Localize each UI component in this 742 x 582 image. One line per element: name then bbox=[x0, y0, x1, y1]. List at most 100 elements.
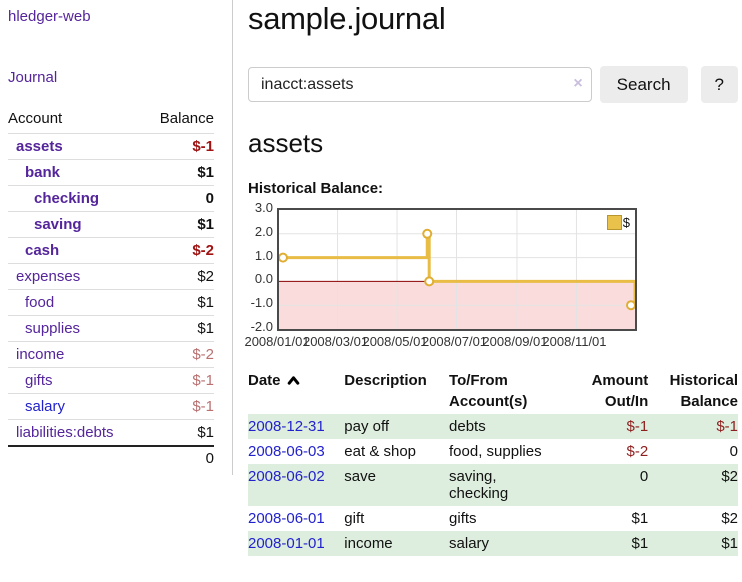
sort-ascending-icon bbox=[287, 373, 300, 390]
x-axis-tick-label: 2008/03/01 bbox=[302, 334, 369, 349]
account-link[interactable]: supplies bbox=[25, 320, 81, 337]
data-point-marker bbox=[422, 228, 433, 239]
account-link[interactable]: salary bbox=[25, 398, 66, 415]
account-link[interactable]: bank bbox=[25, 164, 61, 181]
chart-canvas bbox=[279, 210, 635, 329]
search-input-wrap: × bbox=[248, 67, 592, 102]
account-link[interactable]: assets bbox=[16, 138, 63, 155]
transaction-date-link[interactable]: 2008-12-31 bbox=[248, 418, 325, 435]
account-link[interactable]: liabilities:debts bbox=[16, 424, 114, 441]
account-row: checking 0 bbox=[8, 185, 214, 212]
accounts-total-value: 0 bbox=[144, 445, 214, 469]
transaction-amount: $-2 bbox=[626, 443, 649, 460]
register-row: 2008-06-03 eat & shop food, supplies $-2 0 bbox=[248, 439, 738, 464]
account-row: food $1 bbox=[8, 289, 214, 316]
account-link[interactable]: gifts bbox=[25, 372, 53, 389]
account-balance: $1 bbox=[144, 419, 214, 446]
account-balance: $1 bbox=[144, 159, 214, 186]
brand-link[interactable]: hledger-web bbox=[8, 8, 91, 25]
transaction-description: gift bbox=[344, 510, 365, 527]
transaction-date-link[interactable]: 2008-01-01 bbox=[248, 535, 325, 552]
account-balance: $-2 bbox=[144, 237, 214, 264]
account-balance: $-1 bbox=[192, 138, 214, 155]
search-input[interactable] bbox=[248, 67, 592, 102]
account-row: gifts $-1 bbox=[8, 367, 214, 394]
chart-plot-area: $ bbox=[277, 208, 637, 331]
account-row: saving $1 bbox=[8, 211, 214, 238]
transaction-date-link[interactable]: 2008-06-01 bbox=[248, 510, 325, 527]
account-row: expenses $2 bbox=[8, 263, 214, 290]
account-row: supplies $1 bbox=[8, 315, 214, 342]
transaction-amount: 0 bbox=[639, 468, 649, 485]
chart-title: Historical Balance: bbox=[248, 180, 384, 197]
data-point-marker bbox=[424, 276, 435, 287]
transaction-balance: $-1 bbox=[716, 418, 738, 435]
data-point-marker bbox=[626, 300, 635, 311]
account-row: cash $-2 bbox=[8, 237, 214, 264]
account-link[interactable]: saving bbox=[34, 216, 82, 233]
page-title: sample.journal bbox=[248, 1, 446, 36]
transaction-description: pay off bbox=[344, 418, 390, 435]
transaction-amount: $-1 bbox=[626, 418, 649, 435]
sidebar: hledger-web Journal Account Balance asse… bbox=[0, 0, 233, 475]
account-link[interactable]: expenses bbox=[16, 268, 81, 285]
account-balance: $1 bbox=[144, 315, 214, 342]
search-bar: × Search ? bbox=[248, 66, 738, 103]
accounts-col-account: Account bbox=[8, 110, 145, 134]
transaction-accounts: saving, checking bbox=[449, 468, 509, 502]
account-balance: $-1 bbox=[144, 393, 214, 420]
transaction-balance: $1 bbox=[721, 535, 738, 552]
transaction-date-link[interactable]: 2008-06-02 bbox=[248, 468, 325, 485]
transaction-accounts: debts bbox=[449, 418, 486, 435]
register-row: 2008-06-02 save saving, checking 0 $2 bbox=[248, 464, 738, 506]
y-axis-tick-label: 2.0 bbox=[254, 223, 273, 239]
register-col-amount[interactable]: Amount Out/In bbox=[591, 372, 649, 410]
account-balance: $-1 bbox=[144, 367, 214, 394]
register-table: Date Description To/From Account(s) Amou… bbox=[248, 368, 738, 556]
account-balance: $1 bbox=[144, 211, 214, 238]
register-row: 2008-12-31 pay off debts $-1 $-1 bbox=[248, 414, 738, 439]
transaction-description: income bbox=[344, 535, 393, 552]
help-button[interactable]: ? bbox=[700, 66, 738, 103]
register-col-balance[interactable]: Historical Balance bbox=[669, 372, 738, 410]
account-balance: 0 bbox=[144, 185, 214, 212]
transaction-accounts: food, supplies bbox=[449, 443, 542, 460]
y-axis-tick-label: 1.0 bbox=[254, 247, 273, 263]
account-link[interactable]: cash bbox=[25, 242, 60, 259]
y-axis-tick-label: 0.0 bbox=[254, 271, 273, 287]
account-link[interactable]: income bbox=[16, 346, 65, 363]
x-axis-tick-label: 2008/01/01 bbox=[244, 334, 310, 349]
register-col-date[interactable]: Date bbox=[248, 368, 344, 414]
account-link[interactable]: checking bbox=[34, 190, 100, 207]
y-axis-tick-label: -2.0 bbox=[250, 319, 273, 334]
account-balance: $2 bbox=[144, 263, 214, 290]
transaction-description: eat & shop bbox=[344, 443, 417, 460]
transaction-date-link[interactable]: 2008-06-03 bbox=[248, 443, 325, 460]
data-point-marker bbox=[279, 252, 288, 263]
legend-label: $ bbox=[622, 215, 630, 230]
clear-search-icon[interactable]: × bbox=[573, 75, 583, 92]
search-button[interactable]: Search bbox=[599, 66, 688, 103]
sidebar-item-journal[interactable]: Journal bbox=[8, 69, 58, 86]
register-row: 2008-01-01 income salary $1 $1 bbox=[248, 531, 738, 556]
transaction-amount: $1 bbox=[631, 510, 649, 527]
legend-swatch-icon bbox=[606, 215, 622, 230]
account-link[interactable]: food bbox=[25, 294, 55, 311]
x-axis-tick-label: 2008/07/01 bbox=[421, 334, 488, 349]
account-row: assets $-1 bbox=[8, 134, 214, 160]
transaction-balance: 0 bbox=[729, 443, 738, 460]
account-row: salary $-1 bbox=[8, 393, 214, 420]
transaction-description: save bbox=[344, 468, 376, 485]
account-balance: $1 bbox=[144, 289, 214, 316]
x-axis-tick-label: 2008/09/01 bbox=[482, 334, 548, 349]
x-axis-tick-label: 2008/11/01 bbox=[542, 334, 607, 349]
register-col-description[interactable]: Description bbox=[344, 372, 427, 389]
transaction-accounts: salary bbox=[449, 535, 490, 552]
transaction-amount: $1 bbox=[631, 535, 649, 552]
accounts-total-row: 0 bbox=[8, 445, 214, 469]
y-axis-tick-label: -1.0 bbox=[250, 295, 273, 311]
x-axis-tick-label: 2008/05/01 bbox=[362, 334, 428, 349]
accounts-table: Account Balance assets $-1 bank $1 checking 0… bbox=[8, 110, 214, 469]
accounts-col-balance: Balance bbox=[144, 110, 214, 134]
register-col-accounts[interactable]: To/From Account(s) bbox=[449, 372, 528, 410]
